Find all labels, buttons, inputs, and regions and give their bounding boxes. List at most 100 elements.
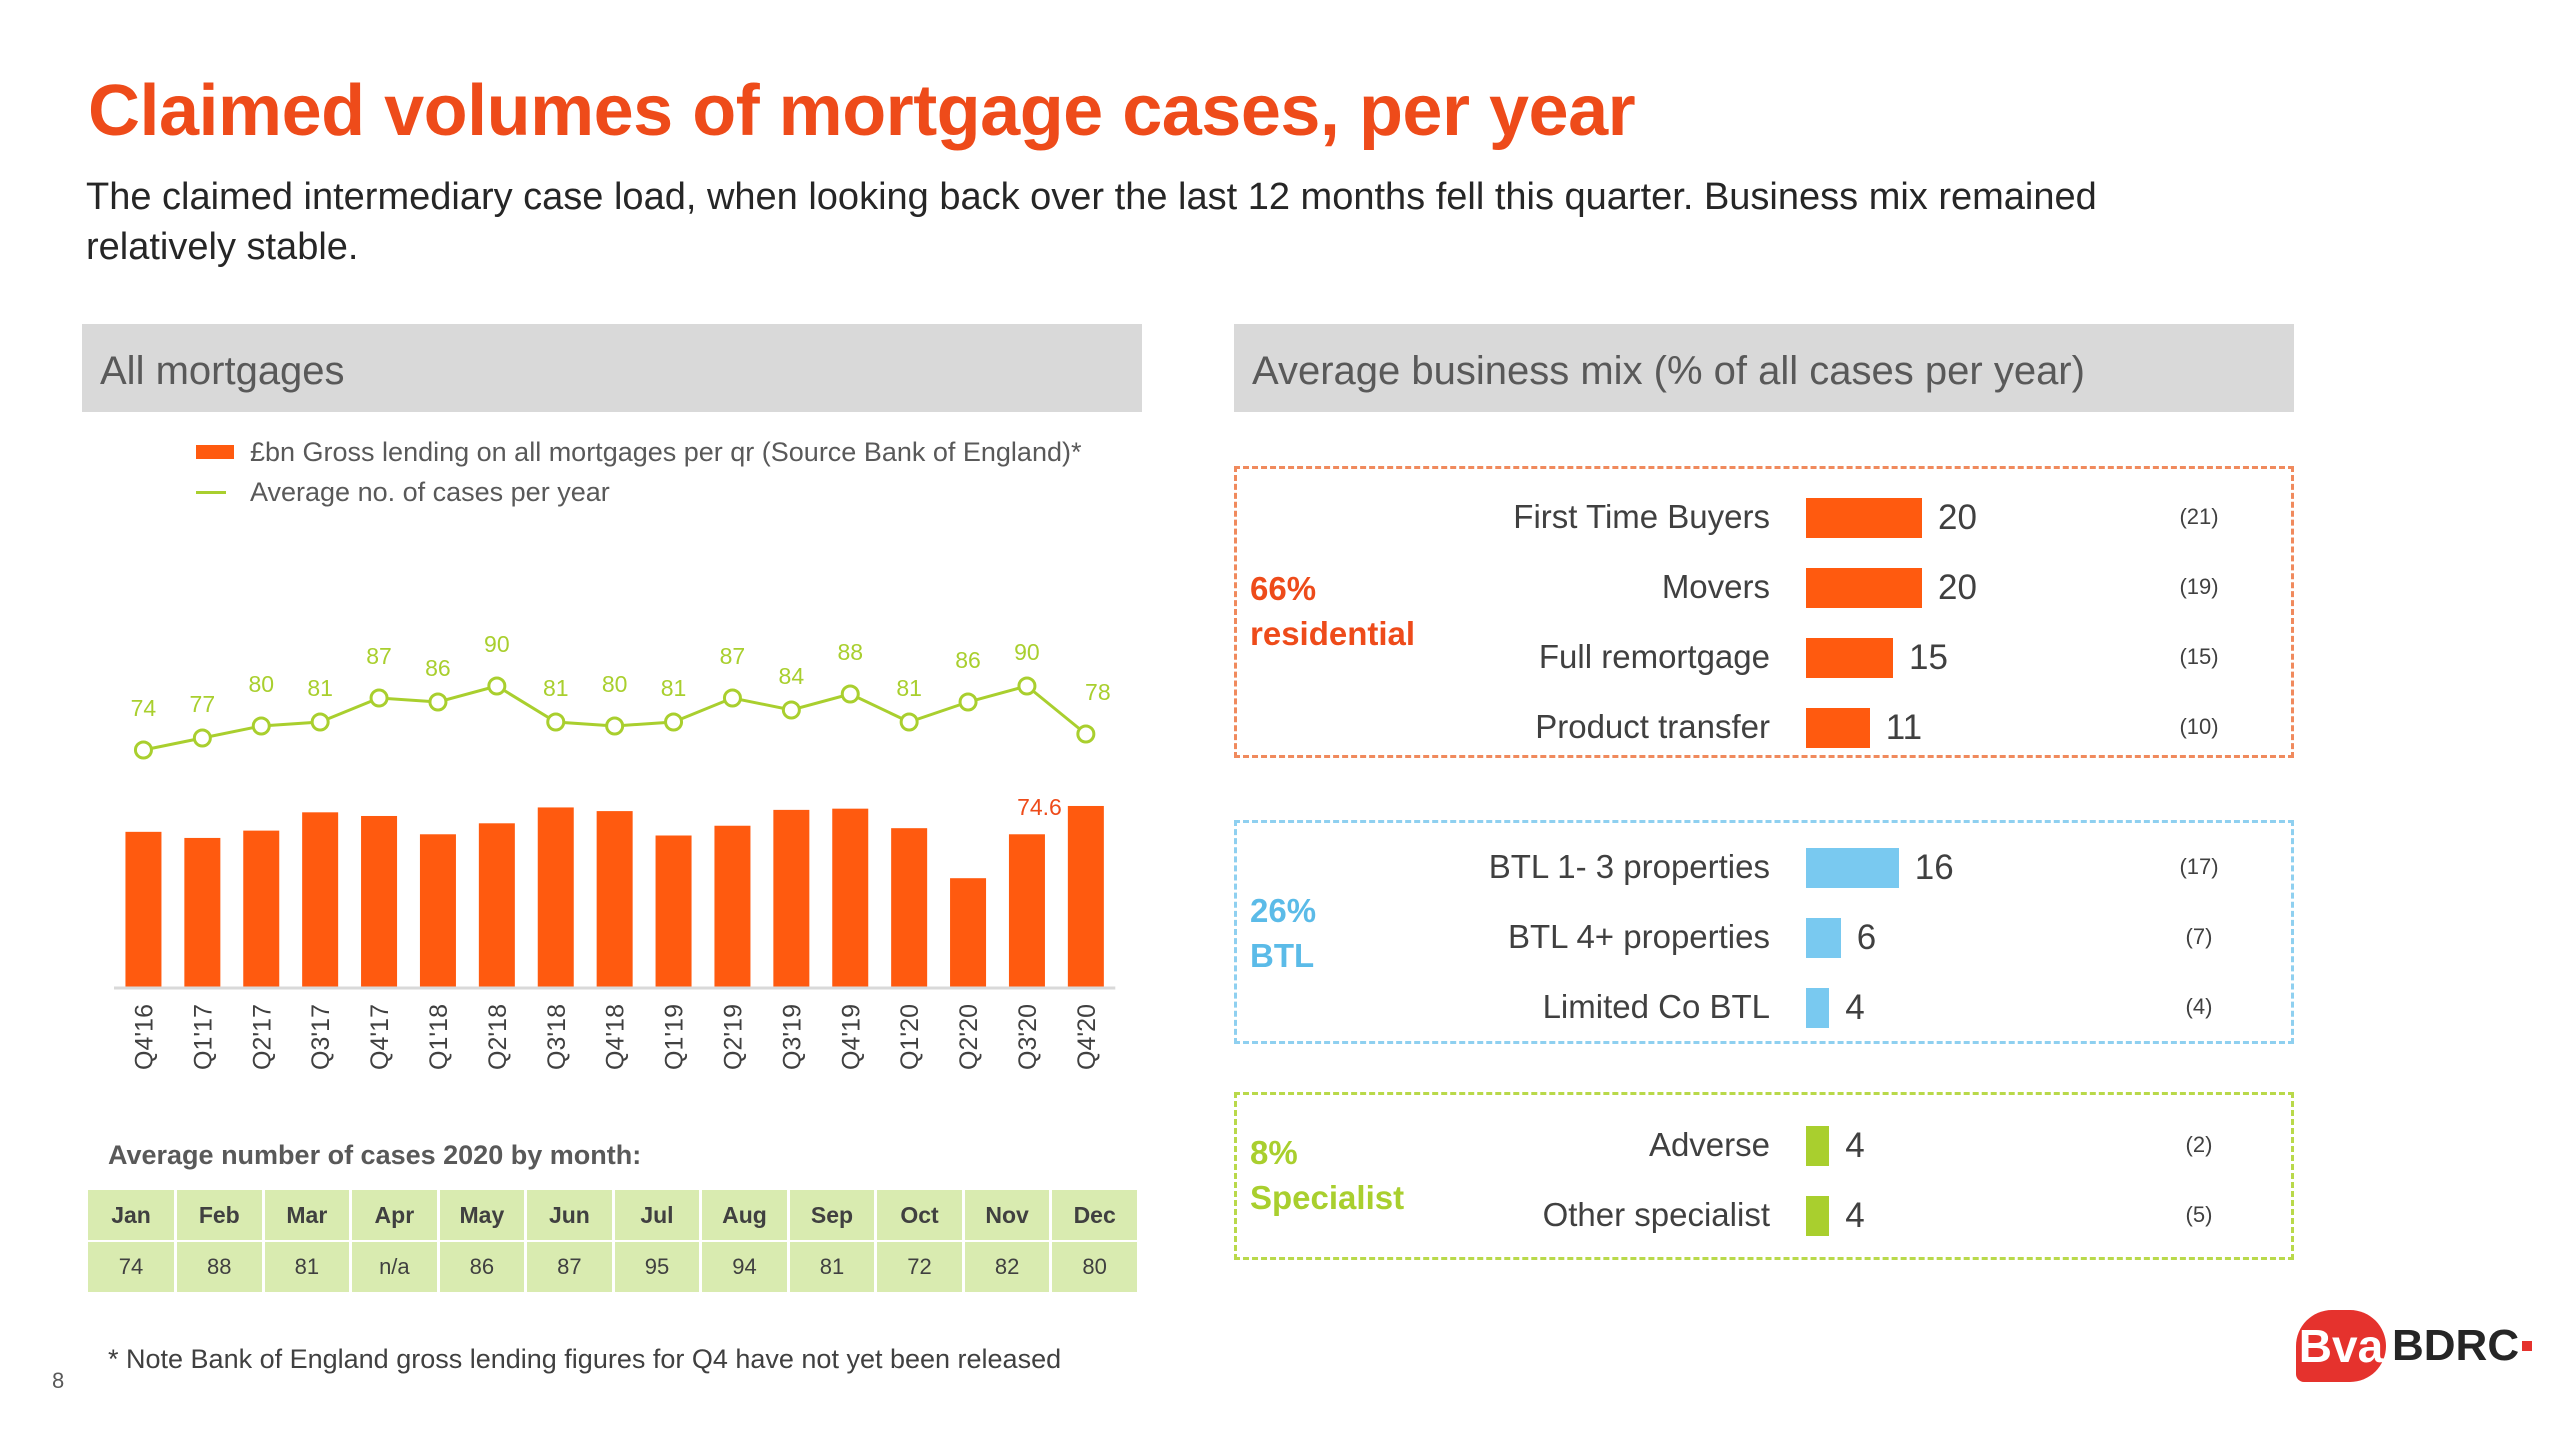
bar-gross-lending	[1067, 805, 1104, 988]
footnote: * Note Bank of England gross lending fig…	[108, 1344, 1062, 1374]
x-tick-label: Q3'17	[307, 1004, 335, 1070]
bar-gross-lending	[302, 812, 339, 988]
month-header-cell: Sep	[788, 1190, 878, 1242]
month-value-cell: 86	[438, 1241, 528, 1292]
line-data-label: 81	[543, 675, 569, 701]
line-data-label: 74	[131, 695, 157, 721]
x-tick-label: Q4'20	[1073, 1004, 1101, 1070]
bar-gross-lending	[419, 834, 456, 988]
line-data-label: 80	[248, 671, 274, 697]
line-point	[546, 712, 566, 732]
line-data-label: 77	[190, 691, 216, 717]
line-point	[369, 688, 389, 708]
mix-bar	[1806, 1196, 1830, 1236]
line-data-label: 81	[307, 675, 333, 701]
x-tick-label: Q3'18	[543, 1004, 571, 1070]
bar-gross-lending	[950, 878, 987, 988]
x-tick-label: Q1'17	[189, 1004, 217, 1070]
month-value-cell: 87	[525, 1241, 615, 1292]
mix-category-label: Movers	[1661, 568, 1770, 605]
bar-gross-lending	[125, 831, 162, 988]
mix-value-label: 16	[1914, 848, 1954, 887]
bar-gross-lending	[243, 830, 280, 988]
mix-bar	[1806, 708, 1870, 748]
month-header-cell: Jan	[88, 1190, 178, 1242]
company-logo: Bva BDRC	[2296, 1310, 2533, 1382]
mix-group-box	[1234, 820, 2294, 1044]
line-point	[899, 712, 919, 732]
mix-previous-value: (5)	[2185, 1202, 2213, 1227]
month-value-cell: 74	[88, 1241, 178, 1292]
mix-previous-value: (7)	[2185, 924, 2213, 949]
mix-category-label: BTL 4+ properties	[1507, 918, 1770, 955]
line-point	[487, 676, 507, 696]
x-tick-label: Q2'18	[484, 1004, 512, 1070]
line-point	[1017, 676, 1037, 696]
bar-gross-lending	[832, 808, 869, 988]
line-data-label: 86	[425, 655, 451, 681]
x-tick-label: Q2'20	[955, 1004, 983, 1070]
legend-label-bar: £bn Gross lending on all mortgages per q…	[250, 437, 1082, 467]
bar-gross-lending	[361, 815, 398, 988]
line-point	[251, 716, 271, 736]
mix-group-label: 26% BTL	[1250, 892, 1317, 974]
mix-bar	[1806, 498, 1922, 538]
line-data-label: 80	[602, 671, 628, 697]
mix-category-label: Full remortgage	[1538, 638, 1770, 675]
line-point	[958, 692, 978, 712]
line-data-label: 78	[1085, 679, 1111, 705]
line-data-label: 90	[1014, 639, 1040, 665]
line-point	[722, 688, 742, 708]
mix-group-box	[1234, 1092, 2294, 1260]
month-value-cell: 94	[700, 1241, 790, 1292]
bar-gross-lending	[891, 828, 928, 988]
line-data-label: 90	[484, 631, 510, 657]
month-header-cell: May	[438, 1190, 528, 1242]
line-point	[840, 684, 860, 704]
mix-bar	[1806, 1126, 1830, 1166]
month-value-cell: 82	[963, 1241, 1053, 1292]
month-value-cell: 80	[1050, 1241, 1140, 1292]
month-header-cell: Apr	[350, 1190, 440, 1242]
legend-item-average-cases: Average no. of cases per year	[196, 472, 1081, 512]
mix-category-label: BTL 1- 3 properties	[1488, 848, 1770, 885]
line-data-label: 81	[896, 675, 922, 701]
logo-text: BDRC	[2392, 1321, 2520, 1370]
line-data-label: 87	[720, 643, 746, 669]
x-tick-label: Q2'17	[248, 1004, 276, 1070]
month-value-cell: 72	[875, 1241, 965, 1292]
legend-item-gross-lending: £bn Gross lending on all mortgages per q…	[196, 432, 1081, 472]
mix-bar	[1806, 638, 1893, 678]
line-point	[1076, 724, 1096, 744]
line-point	[664, 712, 684, 732]
mix-value-label: 4	[1845, 1196, 1865, 1235]
mix-group-label: 66% residential	[1250, 570, 1416, 652]
mix-group-label: 8% Specialist	[1250, 1134, 1405, 1216]
month-table: Jan Feb Mar Apr May Jun Jul Aug Sep Oct Nov Dec 74 8…	[88, 1190, 1140, 1292]
bar-gross-lending	[478, 823, 515, 988]
mix-previous-value: (10)	[2179, 714, 2219, 739]
mix-previous-value: (2)	[2185, 1132, 2213, 1157]
mix-bar	[1806, 918, 1841, 958]
mix-group-box	[1234, 466, 2294, 758]
legend-swatch-line	[196, 491, 226, 494]
mix-previous-value: (19)	[2179, 574, 2219, 599]
page-title: Claimed volumes of mortgage cases, per y…	[88, 71, 1636, 151]
month-header-cell: Dec	[1050, 1190, 1140, 1242]
x-tick-label: Q1'19	[661, 1004, 689, 1070]
bar-gross-lending	[596, 811, 633, 988]
line-point	[310, 712, 330, 732]
month-table-title: Average number of cases 2020 by month:	[108, 1140, 642, 1170]
bar-gross-lending	[714, 825, 751, 988]
month-value-cell: 81	[263, 1241, 353, 1292]
bar-gross-lending	[1008, 834, 1045, 988]
bar-gross-lending	[655, 835, 692, 988]
x-tick-label: Q3'19	[778, 1004, 806, 1070]
mix-value-label: 6	[1856, 918, 1877, 957]
mix-value-label: 20	[1938, 498, 1977, 537]
mix-bar	[1806, 568, 1922, 608]
legend-label-line: Average no. of cases per year	[250, 477, 610, 507]
right-panel-heading: Average business mix (% of all cases per…	[1234, 324, 2294, 412]
page-number: 8	[52, 1368, 65, 1393]
